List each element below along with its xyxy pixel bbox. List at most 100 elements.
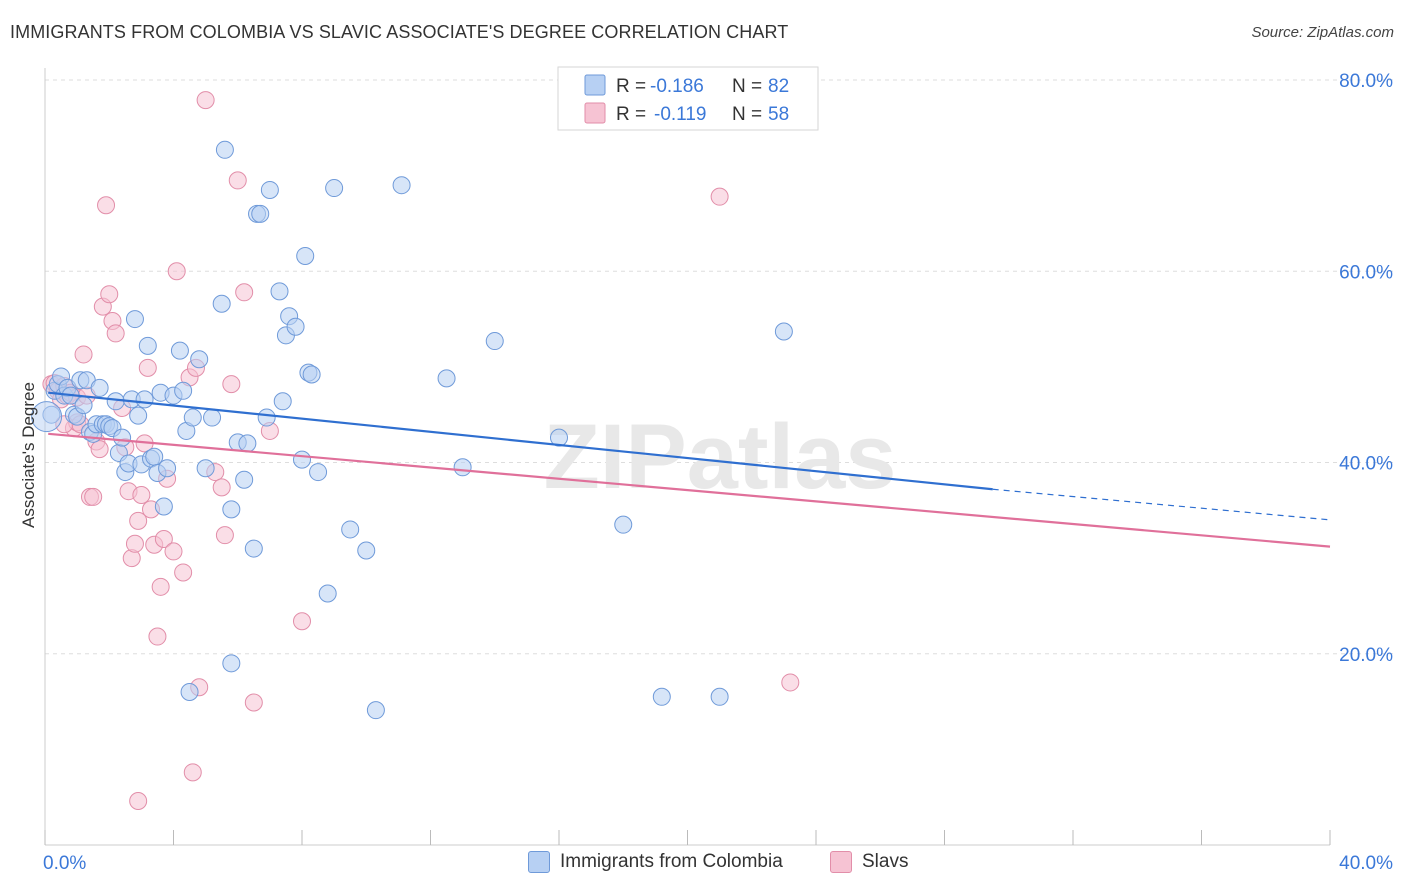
y-tick-label: 20.0% bbox=[1339, 645, 1393, 666]
data-point-colombia bbox=[125, 310, 144, 329]
data-point-colombia bbox=[260, 180, 279, 199]
legend-n-label: N = bbox=[732, 76, 762, 97]
data-point-colombia bbox=[341, 520, 360, 539]
trend-lines bbox=[48, 391, 1331, 548]
data-point-colombia bbox=[238, 434, 257, 453]
data-point-colombia bbox=[158, 459, 177, 478]
legend-swatch-pink bbox=[830, 851, 852, 873]
data-point-slavs bbox=[125, 534, 144, 553]
y-axis-label: Associate's Degree bbox=[19, 382, 38, 528]
legend-r-label: R = bbox=[616, 76, 646, 97]
data-point-colombia bbox=[31, 401, 63, 433]
gridlines bbox=[45, 79, 1395, 655]
data-point-colombia bbox=[222, 500, 241, 519]
data-point-colombia bbox=[74, 396, 93, 415]
data-point-slavs bbox=[129, 792, 148, 811]
data-point-slavs bbox=[222, 375, 241, 394]
chart-title: IMMIGRANTS FROM COLOMBIA VS SLAVIC ASSOC… bbox=[10, 22, 789, 42]
data-point-slavs bbox=[215, 526, 234, 545]
data-point-slavs bbox=[148, 627, 167, 646]
data-point-slavs bbox=[710, 187, 729, 206]
data-point-slavs bbox=[154, 530, 173, 548]
legend-swatch-blue bbox=[528, 851, 550, 873]
data-point-slavs bbox=[100, 285, 119, 304]
data-point-colombia bbox=[222, 654, 241, 673]
data-point-colombia bbox=[273, 392, 292, 411]
data-point-colombia bbox=[251, 204, 270, 223]
data-point-slavs bbox=[129, 511, 148, 530]
data-point-slavs bbox=[74, 345, 93, 364]
data-point-colombia bbox=[485, 332, 504, 351]
data-point-colombia bbox=[325, 179, 344, 198]
tick-labels: 20.0% 40.0% 60.0% 80.0% 0.0% 40.0% bbox=[43, 71, 1393, 874]
data-point-colombia bbox=[212, 294, 231, 313]
data-point-slavs bbox=[132, 486, 151, 505]
x-tick-label: 0.0% bbox=[43, 853, 86, 874]
data-point-slavs bbox=[164, 542, 183, 561]
data-point-slavs bbox=[167, 262, 186, 281]
trend-line-slavs bbox=[48, 432, 1331, 548]
data-point-colombia bbox=[90, 378, 109, 397]
y-tick-label: 60.0% bbox=[1339, 262, 1393, 283]
data-point-colombia bbox=[257, 408, 276, 427]
data-point-slavs bbox=[212, 478, 231, 497]
y-tick-label: 40.0% bbox=[1339, 454, 1393, 475]
legend-r-value: -0.186 bbox=[650, 76, 704, 97]
series-legend: Immigrants from Colombia Slavs bbox=[0, 851, 1406, 879]
data-point-slavs bbox=[151, 577, 170, 596]
data-point-colombia bbox=[392, 176, 411, 195]
data-point-colombia bbox=[453, 458, 472, 477]
data-point-colombia bbox=[244, 539, 263, 558]
x-tick-label: 40.0% bbox=[1339, 853, 1393, 874]
data-point-colombia bbox=[113, 428, 132, 447]
data-point-colombia bbox=[135, 390, 154, 409]
data-point-slavs bbox=[228, 171, 247, 190]
data-point-colombia bbox=[774, 322, 793, 341]
data-point-colombia bbox=[203, 408, 222, 427]
legend-r-label: R = bbox=[616, 104, 646, 125]
source-label: Source: ZipAtlas.com bbox=[1251, 24, 1394, 41]
data-point-slavs bbox=[781, 673, 800, 692]
data-point-slavs bbox=[183, 763, 202, 782]
data-point-colombia bbox=[154, 497, 173, 516]
data-point-slavs bbox=[106, 324, 125, 343]
data-point-colombia bbox=[138, 336, 157, 355]
data-point-colombia bbox=[357, 541, 376, 560]
legend-n-value: 82 bbox=[768, 76, 789, 97]
data-point-colombia bbox=[170, 341, 189, 360]
data-point-colombia bbox=[614, 515, 633, 534]
trend-line-colombia-extrapolated bbox=[992, 488, 1331, 521]
legend-item-colombia: Immigrants from Colombia bbox=[528, 851, 783, 873]
legend-swatch-blue bbox=[584, 74, 606, 96]
data-point-colombia bbox=[550, 428, 568, 447]
watermark: ZIPatlas bbox=[544, 406, 897, 508]
data-point-slavs bbox=[97, 196, 116, 215]
legend-item-slavs: Slavs bbox=[830, 851, 908, 873]
data-point-slavs bbox=[196, 91, 215, 110]
data-point-colombia bbox=[129, 406, 148, 425]
data-point-slavs bbox=[84, 487, 103, 506]
data-point-colombia bbox=[174, 381, 193, 400]
data-point-colombia bbox=[293, 450, 311, 469]
data-point-colombia bbox=[270, 282, 289, 301]
data-point-slavs bbox=[244, 693, 263, 712]
y-tick-label: 80.0% bbox=[1339, 71, 1393, 92]
legend-label-slavs: Slavs bbox=[862, 851, 909, 872]
data-point-colombia bbox=[286, 317, 305, 336]
trend-line-colombia bbox=[48, 391, 993, 491]
data-point-slavs bbox=[235, 283, 254, 302]
legend-r-value: -0.119 bbox=[654, 104, 706, 125]
data-point-colombia bbox=[302, 365, 321, 384]
data-point-colombia bbox=[437, 369, 456, 388]
legend-n-value: 58 bbox=[768, 104, 789, 125]
data-point-slavs bbox=[293, 612, 311, 631]
data-point-colombia bbox=[710, 687, 729, 706]
axes bbox=[44, 68, 1331, 846]
data-point-colombia bbox=[366, 701, 385, 720]
data-point-colombia bbox=[180, 683, 199, 701]
data-point-colombia bbox=[235, 470, 254, 489]
data-point-colombia bbox=[183, 408, 202, 427]
series-colombia-points bbox=[31, 140, 793, 720]
data-point-colombia bbox=[309, 463, 328, 482]
